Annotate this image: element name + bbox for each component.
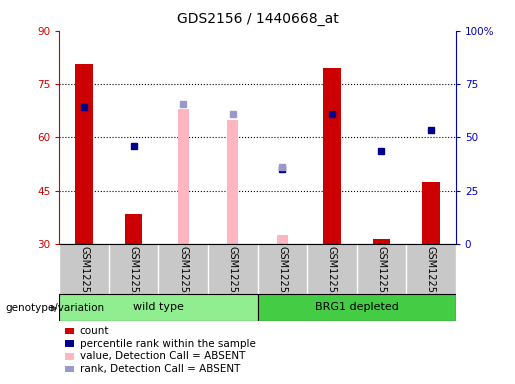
- Bar: [59, 294, 258, 321]
- Text: count: count: [80, 326, 109, 336]
- Bar: [422, 182, 440, 244]
- Text: GSM122522: GSM122522: [228, 247, 238, 306]
- Text: genotype/variation: genotype/variation: [5, 303, 104, 313]
- Bar: [75, 65, 93, 244]
- Text: GSM122519: GSM122519: [79, 247, 89, 306]
- Text: GSM122525: GSM122525: [376, 247, 386, 306]
- Bar: [125, 214, 142, 244]
- Text: GSM122524: GSM122524: [327, 247, 337, 306]
- Text: wild type: wild type: [133, 302, 184, 312]
- Bar: [227, 119, 238, 244]
- Text: rank, Detection Call = ABSENT: rank, Detection Call = ABSENT: [80, 364, 240, 374]
- Text: GSM122521: GSM122521: [178, 247, 188, 306]
- Text: value, Detection Call = ABSENT: value, Detection Call = ABSENT: [80, 351, 245, 361]
- Text: GSM122526: GSM122526: [426, 247, 436, 306]
- Bar: [323, 68, 340, 244]
- Title: GDS2156 / 1440668_at: GDS2156 / 1440668_at: [177, 12, 338, 25]
- Bar: [277, 235, 288, 244]
- Bar: [178, 109, 188, 244]
- Bar: [373, 238, 390, 244]
- Text: percentile rank within the sample: percentile rank within the sample: [80, 339, 256, 349]
- Text: BRG1 depleted: BRG1 depleted: [315, 302, 399, 312]
- Bar: [258, 294, 456, 321]
- Text: GSM122520: GSM122520: [129, 247, 139, 306]
- Text: GSM122523: GSM122523: [277, 247, 287, 306]
